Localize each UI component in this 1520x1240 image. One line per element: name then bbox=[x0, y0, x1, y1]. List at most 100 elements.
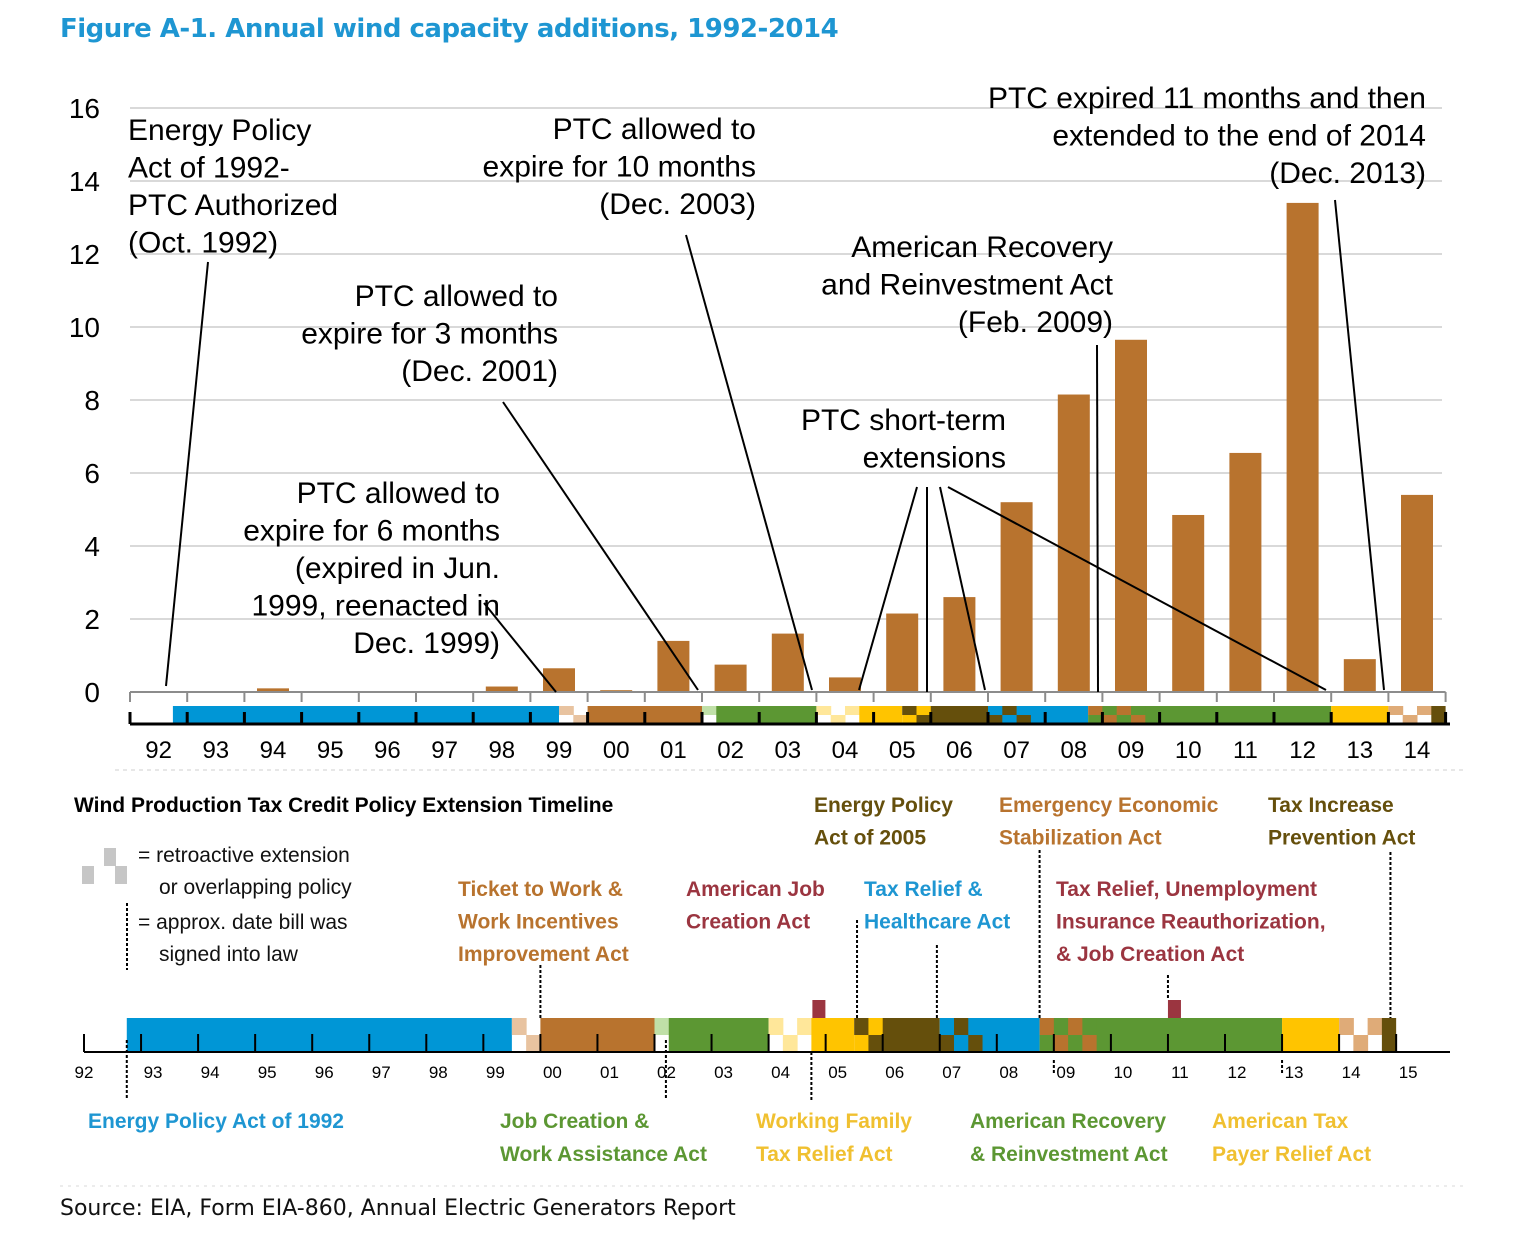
bar-06 bbox=[943, 597, 976, 692]
upper-strip-gap2014-cell bbox=[1417, 706, 1432, 715]
upper-strip-gap1999-cell bbox=[573, 715, 589, 724]
bar-04 bbox=[829, 677, 861, 692]
timeline-strip-gap2004-cell bbox=[797, 1018, 812, 1035]
y-tick-label: 8 bbox=[84, 385, 100, 416]
timeline-tick-label: 04 bbox=[771, 1063, 790, 1082]
annotation-line: 1999, reenacted in bbox=[251, 590, 500, 623]
y-tick-label: 10 bbox=[69, 312, 100, 343]
upper-strip-overlap2005-cell bbox=[902, 706, 917, 715]
upper-strip-overlap2009-cell bbox=[1131, 715, 1146, 724]
annotation-exp11: PTC expired 11 months and then extended t… bbox=[988, 82, 1426, 190]
act-label: Prevention Act bbox=[1268, 827, 1415, 850]
x-tick-label: 98 bbox=[488, 737, 515, 764]
timeline-tick-label: 08 bbox=[999, 1063, 1018, 1082]
timeline-tick-label: 96 bbox=[315, 1063, 334, 1082]
timeline-strip-gap1999-cell bbox=[511, 1018, 527, 1035]
bars bbox=[257, 202, 1433, 692]
act-label: Act of 2005 bbox=[814, 827, 926, 850]
bar-98 bbox=[485, 686, 518, 692]
annotations: Energy Policy Act of 1992- PTC Authorized (… bbox=[128, 82, 1426, 660]
timeline-strip-gap2014-cell bbox=[1339, 1018, 1354, 1035]
legend-dash-label-2: signed into law bbox=[159, 943, 299, 966]
y-tick-label: 2 bbox=[84, 604, 100, 635]
legend-checker-cell bbox=[104, 848, 116, 866]
leader-line-epa1992 bbox=[165, 261, 209, 687]
annotation-epa1992: Energy Policy Act of 1992- PTC Authorized (… bbox=[128, 114, 338, 260]
annotation-line: American Recovery bbox=[851, 231, 1113, 264]
upper-strip-overlap2007-cell bbox=[1016, 715, 1032, 724]
ptc-timeline: Wind Production Tax Credit Policy Extens… bbox=[60, 794, 1465, 1187]
leader-line-short-term bbox=[939, 486, 986, 691]
timeline-strip-overlap2009-cell bbox=[1068, 1018, 1083, 1035]
annotation-line: expire for 3 months bbox=[301, 318, 558, 351]
act-label: American Recovery bbox=[970, 1110, 1166, 1133]
timeline-strip-overlap2007-cell bbox=[968, 1035, 984, 1052]
annotation-arra: American Recovery and Reinvestment Act (Fe… bbox=[821, 231, 1113, 339]
upper-strip-overlap2007-cell bbox=[1002, 706, 1018, 715]
timeline-tick-label: 15 bbox=[1399, 1063, 1418, 1082]
timeline-tick-label: 13 bbox=[1285, 1063, 1304, 1082]
bar-11 bbox=[1229, 452, 1262, 692]
timeline-tick-label: 94 bbox=[201, 1063, 220, 1082]
act-label: Tax Increase bbox=[1268, 794, 1394, 817]
annotation-line: (Dec. 2013) bbox=[1269, 157, 1426, 190]
timeline-tick-label: 11 bbox=[1171, 1063, 1189, 1082]
legend-checker-label-2: or overlapping policy bbox=[159, 876, 352, 899]
timeline-strip-overlap2009-cell bbox=[1082, 1018, 1098, 1035]
annotation-line: (Dec. 2001) bbox=[401, 355, 558, 388]
gridlines bbox=[130, 107, 1442, 620]
x-tick-label: 95 bbox=[317, 737, 344, 764]
bar-01 bbox=[657, 640, 690, 692]
upper-strip-overlap2005-cell bbox=[916, 706, 932, 715]
act-label: & Reinvestment Act bbox=[970, 1143, 1168, 1166]
upper-strip-gap2002-cell bbox=[702, 706, 717, 715]
y-tick-label: 14 bbox=[69, 166, 100, 197]
annotation-line: PTC Authorized bbox=[128, 189, 338, 222]
act-label: Work Incentives bbox=[458, 911, 619, 934]
act-label: Stabilization Act bbox=[999, 827, 1162, 850]
timeline-strip-gap2002-cell bbox=[654, 1018, 670, 1035]
act-label: Tax Relief, Unemployment bbox=[1056, 878, 1317, 901]
x-tick-label: 10 bbox=[1175, 737, 1202, 764]
act-label: Work Assistance Act bbox=[500, 1143, 707, 1166]
x-tick-label: 13 bbox=[1346, 737, 1373, 764]
annotation-line: extended to the end of 2014 bbox=[1052, 120, 1426, 153]
x-tick-label: 12 bbox=[1289, 737, 1316, 764]
timeline-tick-label: 92 bbox=[75, 1063, 94, 1082]
x-tick-label: 14 bbox=[1404, 737, 1431, 764]
x-tick-label: 05 bbox=[889, 737, 916, 764]
legend-checker-cell bbox=[115, 866, 127, 884]
upper-strip-gap2004-cell bbox=[830, 715, 846, 724]
upper-strip-epa1992 bbox=[172, 706, 559, 724]
act-label: Ticket to Work & bbox=[458, 878, 623, 901]
annotation-line: extensions bbox=[863, 442, 1006, 475]
upper-strip-gap1999-cell bbox=[559, 706, 574, 715]
x-tick-label: 94 bbox=[260, 737, 287, 764]
policy-strip bbox=[128, 706, 1450, 726]
y-tick-label: 6 bbox=[84, 458, 100, 489]
y-tick-label: 12 bbox=[69, 239, 100, 270]
act-label: Emergency Economic bbox=[999, 794, 1219, 817]
legend-checker-cell bbox=[82, 866, 94, 884]
timeline-tick-label: 01 bbox=[600, 1063, 619, 1082]
x-tick-label: 11 bbox=[1233, 737, 1258, 764]
timeline-tick-label: 12 bbox=[1228, 1063, 1247, 1082]
act-label: Payer Relief Act bbox=[1212, 1143, 1371, 1166]
timeline-strip-tipa bbox=[1381, 1018, 1397, 1052]
y-axis-ticks: 0 2 4 6 8 10 12 14 16 bbox=[69, 93, 100, 708]
bar-05 bbox=[886, 613, 919, 692]
annotation-line: (Feb. 2009) bbox=[958, 306, 1113, 339]
legend-checker-label-1: = retroactive extension bbox=[138, 844, 350, 867]
bar-10 bbox=[1172, 514, 1205, 692]
timeline-strip-job-creation bbox=[668, 1018, 769, 1052]
x-tick-label: 09 bbox=[1118, 737, 1145, 764]
timeline-strip-overlap2009-cell bbox=[1039, 1018, 1055, 1035]
upper-strip-atra bbox=[1331, 706, 1389, 724]
annotation-exp3: PTC allowed to expire for 3 months (Dec. 2… bbox=[301, 280, 558, 388]
timeline-strip-overlap2007-cell bbox=[939, 1035, 955, 1052]
x-tick-label: 03 bbox=[774, 737, 801, 764]
act-label: Job Creation & bbox=[500, 1110, 649, 1133]
act-label: Tax Relief & bbox=[864, 878, 983, 901]
x-tick-label: 01 bbox=[660, 737, 687, 764]
annotation-line: PTC allowed to bbox=[297, 477, 500, 510]
